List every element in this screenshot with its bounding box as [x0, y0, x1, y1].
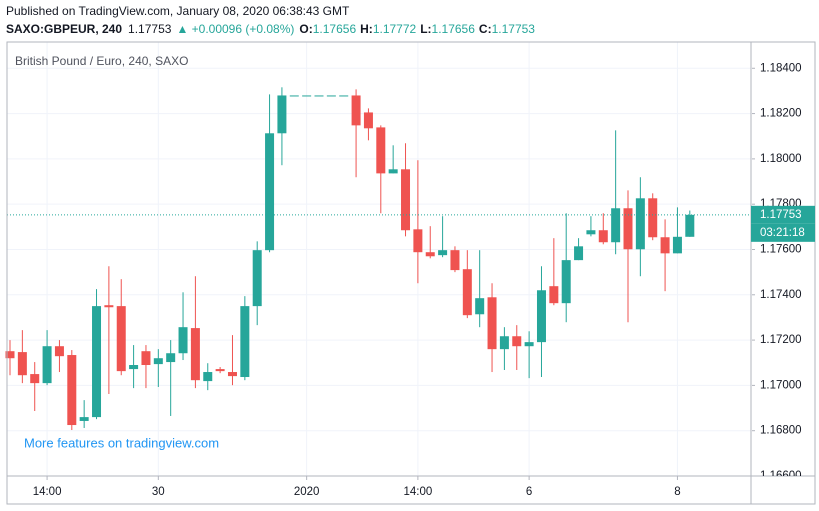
- candle-body: [227, 372, 237, 377]
- candle-body: [598, 230, 608, 243]
- candle-body: [326, 95, 336, 97]
- candle-body: [92, 306, 102, 418]
- candle-body: [265, 133, 275, 251]
- candle-body: [376, 127, 386, 174]
- countdown-box: [751, 223, 815, 242]
- candle-body: [401, 169, 411, 231]
- x-tick-label: 2020: [294, 486, 320, 498]
- candle-body: [79, 417, 89, 421]
- y-tick-label: 1.18400: [760, 62, 802, 74]
- last-price: 1.17753: [128, 22, 172, 36]
- symbol-line: SAXO:GBPEUR, 240 1.17753 ▲ +0.00096 (+0.08…: [6, 22, 535, 36]
- candle-body: [240, 306, 250, 378]
- x-tick-label: 14:00: [33, 486, 62, 498]
- y-tick-label: 1.17000: [760, 379, 802, 391]
- candle-body: [190, 328, 200, 381]
- x-tick-label: 14:00: [403, 486, 432, 498]
- plot: [5, 42, 751, 477]
- candle-body: [524, 342, 534, 347]
- candle-body: [5, 351, 15, 359]
- promo-link[interactable]: More features on tradingview.com: [24, 435, 219, 450]
- candle-body: [67, 355, 77, 426]
- candle-body: [635, 198, 645, 250]
- low-value: 1.17656: [432, 22, 476, 36]
- candle-body: [351, 95, 361, 126]
- open-value: 1.17656: [313, 22, 357, 36]
- candle-body: [289, 95, 299, 97]
- published: Published on TradingView.com, January 08…: [6, 4, 350, 18]
- candle-body: [166, 353, 176, 363]
- x-tick-label: 8: [674, 486, 680, 498]
- candle-body: [42, 346, 52, 384]
- candle-body: [450, 250, 460, 271]
- candle-body: [561, 260, 571, 304]
- candle-body: [153, 358, 163, 365]
- change: ▲ +0.00096 (+0.08%): [176, 22, 294, 36]
- low-label: L:: [420, 22, 431, 36]
- last-price-label: 1.17753: [760, 209, 802, 221]
- candle-body: [363, 112, 373, 129]
- open-label: O:: [299, 22, 312, 36]
- price-axis: 1.16600 1.16800 1.17000 1.17200 1.17400 1.176…: [752, 62, 802, 482]
- candle-body: [499, 336, 509, 350]
- candle-body: [648, 198, 658, 238]
- y-tick-label: 1.16800: [760, 425, 802, 437]
- candle-body: [623, 208, 633, 250]
- frame: [6, 41, 816, 505]
- candle-body: [104, 305, 114, 308]
- high-label: H:: [360, 22, 373, 36]
- x-tick-label: 30: [152, 486, 165, 498]
- candle-body: [388, 169, 398, 174]
- candle-body: [438, 250, 448, 256]
- candle-body: [129, 365, 139, 370]
- close-value: 1.17753: [492, 22, 536, 36]
- candle-body: [574, 246, 584, 261]
- x-tick-label: 6: [526, 486, 532, 498]
- candle-body: [425, 252, 435, 257]
- y-tick-label: 1.18200: [760, 108, 802, 120]
- candle-body: [116, 306, 126, 372]
- candle-body: [30, 374, 40, 384]
- candle-body: [462, 269, 472, 316]
- candle-body: [141, 351, 151, 366]
- high-value: 1.17772: [373, 22, 417, 36]
- candle-body: [314, 95, 324, 97]
- candle-body: [215, 369, 225, 372]
- candle-body: [475, 298, 485, 315]
- candle-body: [17, 352, 27, 376]
- candle-body: [54, 346, 64, 357]
- candle-body: [536, 290, 546, 343]
- chart-title: British Pound / Euro, 240, SAXO: [15, 54, 188, 68]
- candle-body: [302, 95, 312, 97]
- candle-body: [178, 327, 188, 354]
- y-tick-label: 1.18000: [760, 153, 802, 165]
- y-tick-label: 1.17200: [760, 334, 802, 346]
- y-tick-label: 1.17600: [760, 244, 802, 256]
- candle-body: [586, 230, 596, 235]
- symbol: SAXO:GBPEUR, 240: [6, 22, 122, 36]
- y-tick-label: 1.17400: [760, 289, 802, 301]
- candle-body: [685, 214, 695, 237]
- y-tick-label: 1.16600: [760, 470, 802, 482]
- candle-body: [611, 208, 621, 243]
- candle-body: [672, 236, 682, 254]
- candle-body: [512, 336, 522, 347]
- candle-body: [277, 95, 287, 134]
- candle-body: [413, 229, 423, 253]
- countdown-label: 03:21:18: [760, 227, 805, 239]
- candle-body: [549, 286, 559, 304]
- last-price-box: [751, 205, 815, 224]
- candle-body: [487, 297, 497, 350]
- candle-body: [252, 250, 262, 307]
- candle-body: [660, 237, 670, 254]
- candle-body: [339, 95, 349, 97]
- candle-body: [203, 372, 213, 382]
- close-label: C:: [479, 22, 492, 36]
